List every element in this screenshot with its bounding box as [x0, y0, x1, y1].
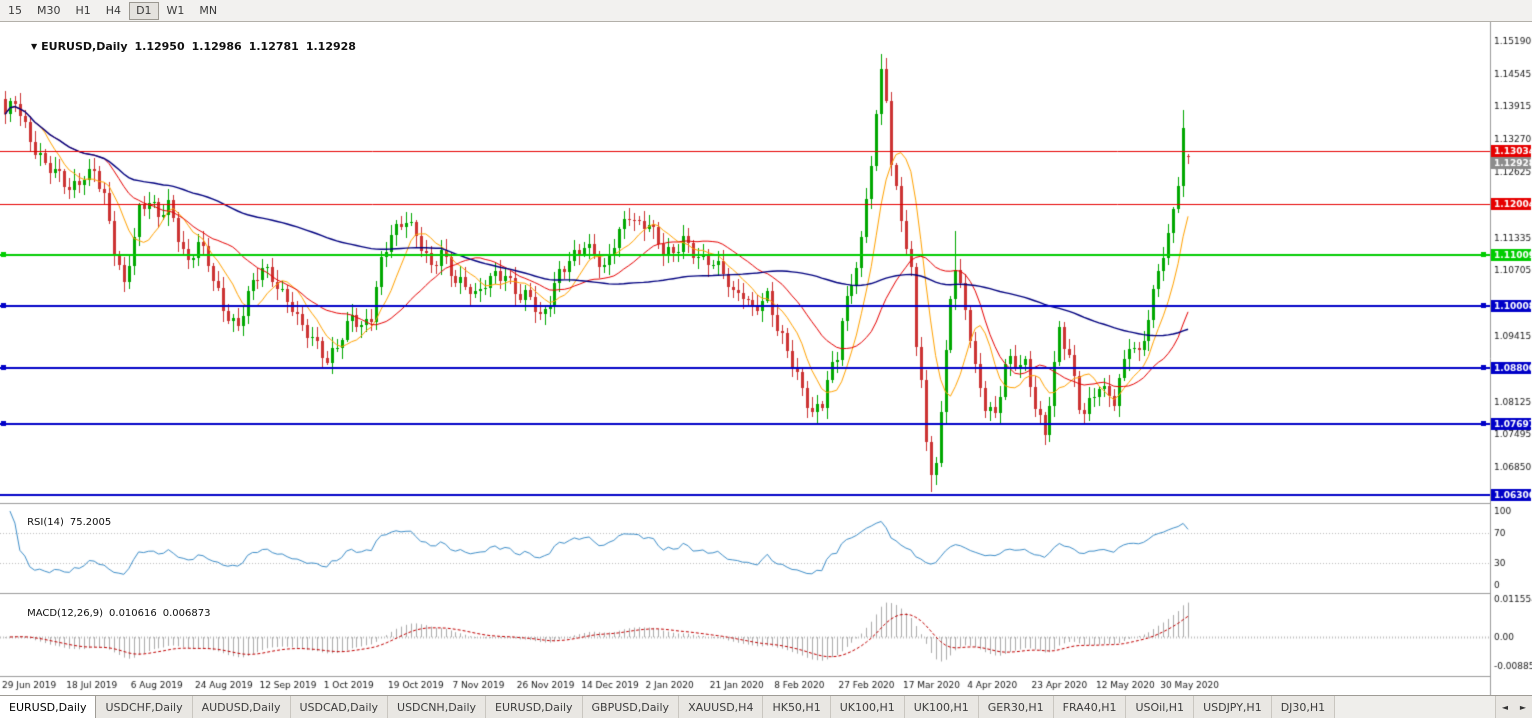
- tab-14-usdjpy-h1[interactable]: USDJPY,H1: [1194, 696, 1272, 718]
- tab-11-ger30-h1[interactable]: GER30,H1: [978, 696, 1054, 718]
- tab-0-eurusd-daily[interactable]: EURUSD,Daily: [0, 696, 97, 718]
- timeframe-d1[interactable]: D1: [129, 1, 159, 20]
- tab-5-eurusd-daily[interactable]: EURUSD,Daily: [486, 696, 583, 718]
- tab-13-usoil-h1[interactable]: USOil,H1: [1126, 696, 1195, 718]
- timeframe-w1[interactable]: W1: [160, 2, 192, 20]
- tab-4-usdcnh-daily[interactable]: USDCNH,Daily: [388, 696, 487, 718]
- tab-9-uk100-h1[interactable]: UK100,H1: [830, 696, 905, 718]
- timeframe-toolbar: 15 M30 H1 H4 D1 W1 MN: [0, 0, 1532, 22]
- timeframe-mn[interactable]: MN: [192, 2, 224, 20]
- tab-7-xauusd-h4[interactable]: XAUUSD,H4: [679, 696, 764, 718]
- timeframe-15[interactable]: 15: [1, 2, 29, 20]
- tabs-scroll-left-icon[interactable]: ◄: [1501, 702, 1509, 712]
- tab-15-dj30-h1[interactable]: DJ30,H1: [1271, 696, 1336, 718]
- tab-1-usdchf-daily[interactable]: USDCHF,Daily: [96, 696, 193, 718]
- tab-6-gbpusd-daily[interactable]: GBPUSD,Daily: [582, 696, 680, 718]
- timeframe-h1[interactable]: H1: [69, 2, 98, 20]
- bottom-tabs: EURUSD,Daily USDCHF,Daily AUDUSD,Daily USDC…: [0, 696, 1336, 718]
- tab-scroll-controls: ◄ ►: [1495, 696, 1532, 718]
- bottom-tabbar: EURUSD,Daily USDCHF,Daily AUDUSD,Daily USDC…: [0, 695, 1532, 718]
- timeframe-m30[interactable]: M30: [30, 2, 68, 20]
- tab-2-audusd-daily[interactable]: AUDUSD,Daily: [192, 696, 291, 718]
- chart-canvas[interactable]: [0, 22, 1532, 695]
- chart-panel: ▼ EURUSD,Daily 1.12950 1.12986 1.12781 1.1292…: [0, 22, 1532, 695]
- timeframe-h4[interactable]: H4: [99, 2, 128, 20]
- tab-10-uk100-h1[interactable]: UK100,H1: [904, 696, 979, 718]
- tabs-scroll-right-icon[interactable]: ►: [1519, 702, 1527, 712]
- tab-12-fra40-h1[interactable]: FRA40,H1: [1053, 696, 1127, 718]
- tab-3-usdcad-daily[interactable]: USDCAD,Daily: [290, 696, 389, 718]
- tab-8-hk50-h1[interactable]: HK50,H1: [763, 696, 831, 718]
